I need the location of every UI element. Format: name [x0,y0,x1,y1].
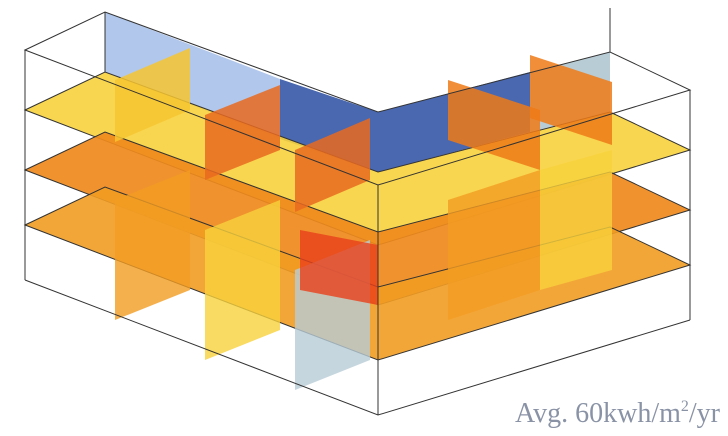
base-outline [24,279,691,416]
caption: Avg. 60kwh/m2/yr [515,398,721,429]
partition [300,230,378,305]
partition [448,80,540,170]
caption-text: Avg. 60kwh/m [515,398,681,429]
partition [540,150,612,290]
partition [530,55,612,145]
partition [115,170,190,320]
partition [448,170,540,320]
partition [295,118,370,212]
caption-superscript: 2 [681,398,689,415]
partition [115,48,190,142]
caption-suffix: /yr [689,398,721,429]
partition [205,85,280,180]
partition [205,200,280,360]
